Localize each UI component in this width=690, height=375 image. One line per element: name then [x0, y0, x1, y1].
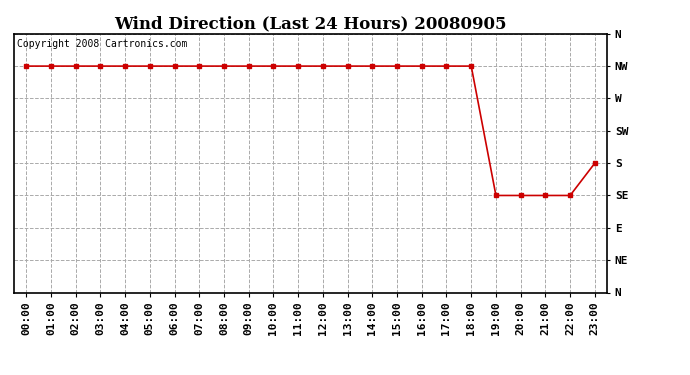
Title: Wind Direction (Last 24 Hours) 20080905: Wind Direction (Last 24 Hours) 20080905	[115, 15, 506, 32]
Text: Copyright 2008 Cartronics.com: Copyright 2008 Cartronics.com	[17, 39, 187, 49]
